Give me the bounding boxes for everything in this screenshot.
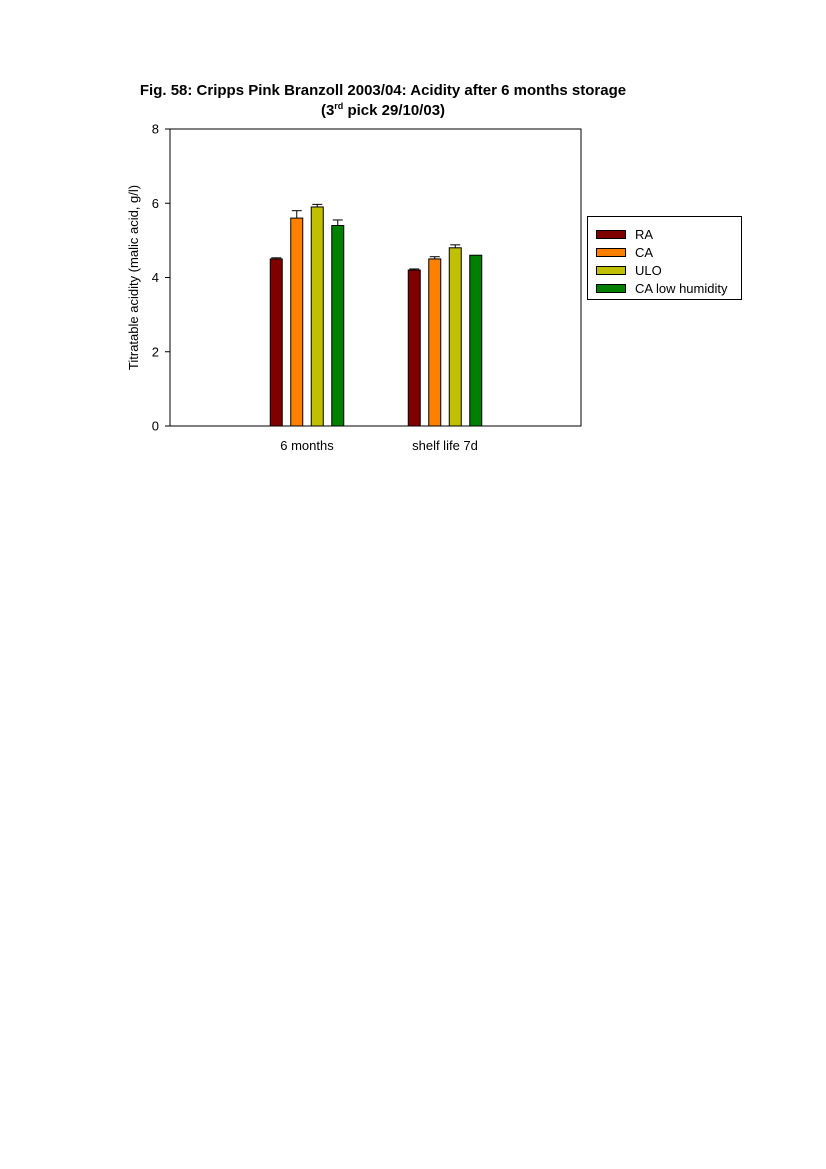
bar xyxy=(407,269,421,427)
bar xyxy=(331,225,345,427)
y-axis-label: Titratable acidity (malic acid, g/l) xyxy=(126,185,141,370)
title-line2-suffix: pick 29/10/03) xyxy=(343,102,446,119)
legend-item: ULO xyxy=(596,262,662,278)
bar-chart: 0 2 4 6 8 Titratable acidity (malic acid, g/l… xyxy=(126,122,582,453)
legend-swatch xyxy=(596,229,626,239)
bar xyxy=(269,258,283,427)
plot-frame xyxy=(169,128,582,427)
title-line2-prefix: (3 xyxy=(320,102,335,119)
bar xyxy=(448,247,462,427)
legend-swatch xyxy=(596,265,626,275)
y-tick-label: 8 xyxy=(152,122,159,137)
y-tick-label: 4 xyxy=(152,270,159,285)
legend-swatch xyxy=(596,283,626,293)
bar xyxy=(310,206,324,427)
legend-item: CA low humidity xyxy=(596,280,728,296)
chart-title-line1: Fig. 58: Cripps Pink Branzoll 2003/04: A… xyxy=(139,82,627,99)
legend-item: RA xyxy=(596,226,654,242)
legend-label: CA low humidity xyxy=(635,280,728,296)
legend-label: RA xyxy=(635,226,654,242)
y-tick-label: 2 xyxy=(152,344,159,359)
x-category-label: shelf life 7d xyxy=(412,438,478,453)
bar xyxy=(469,254,483,427)
legend-label: ULO xyxy=(635,262,662,278)
chart-title-line2: (3rd pick 29/10/03) xyxy=(0,101,766,121)
x-category-label: 6 months xyxy=(280,438,334,453)
legend-swatch xyxy=(596,247,626,257)
bar xyxy=(428,258,442,427)
bar xyxy=(290,217,304,427)
legend-item: CA xyxy=(596,244,654,260)
y-tick-label: 6 xyxy=(152,196,159,211)
legend-label: CA xyxy=(635,244,654,260)
title-line2-superscript: rd xyxy=(334,101,344,111)
chart-title: Fig. 58: Cripps Pink Branzoll 2003/04: A… xyxy=(0,81,766,121)
chart-legend: RA CA ULO CA low humidity xyxy=(587,216,742,300)
y-tick-label: 0 xyxy=(152,419,159,434)
